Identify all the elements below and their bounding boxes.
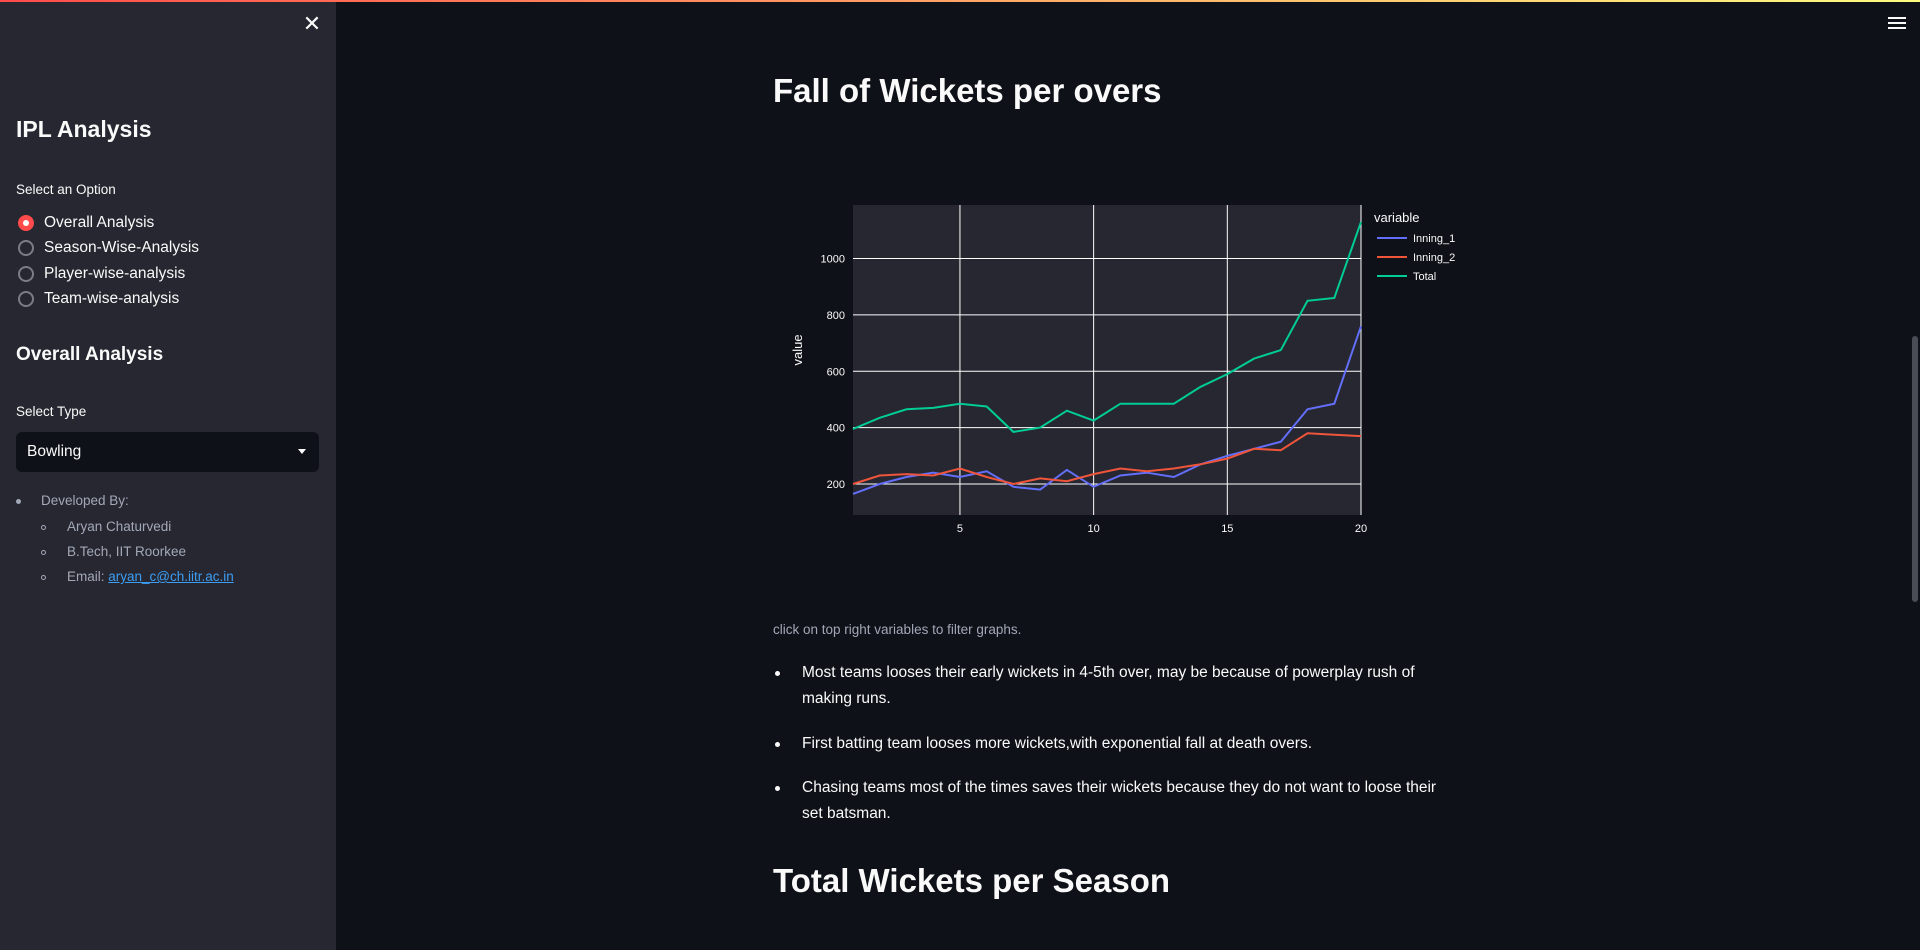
radio-unselected-icon: [18, 240, 34, 256]
email-prefix: Email:: [67, 569, 109, 584]
radio-season-wise-analysis[interactable]: Season-Wise-Analysis: [18, 237, 199, 259]
developer-name: Aryan Chaturvedi: [67, 519, 172, 534]
type-label: Select Type: [16, 404, 87, 419]
radio-label: Season-Wise-Analysis: [44, 239, 200, 256]
radio-label: Overall Analysis: [44, 214, 155, 231]
insight-bullet: Most teams looses their early wickets in…: [775, 660, 1452, 712]
legend-entry: Inning_2: [1413, 252, 1455, 264]
bullet-icon: [16, 499, 21, 504]
chart-caption: click on top right variables to filter g…: [773, 622, 1022, 637]
bullet-icon: [41, 525, 46, 530]
x-tick-label: 20: [1355, 523, 1367, 535]
x-tick-label: 15: [1221, 523, 1233, 535]
legend-title: variable: [1374, 210, 1420, 225]
app-top-decoration: [0, 0, 1920, 2]
bullet-icon: [41, 575, 46, 580]
radio-player-wise-analysis[interactable]: Player-wise-analysis: [18, 263, 185, 285]
radio-selected-icon: [18, 215, 34, 231]
type-select[interactable]: Bowling: [16, 432, 319, 472]
y-tick-label: 600: [827, 366, 845, 378]
series-line-total: [852, 221, 1362, 433]
scrollbar[interactable]: [1912, 336, 1918, 602]
developer-degree: B.Tech, IIT Roorkee: [67, 544, 187, 559]
option-label: Select an Option: [16, 182, 116, 197]
chevron-down-icon: [298, 449, 306, 454]
x-tick-label: 10: [1088, 523, 1100, 535]
radio-overall-analysis[interactable]: Overall Analysis: [18, 212, 154, 234]
x-tick-label: 5: [957, 523, 963, 535]
insight-bullet: Chasing teams most of the times saves th…: [775, 775, 1452, 827]
sidebar-section-title: Overall Analysis: [16, 344, 164, 365]
line-chart[interactable]: 5 10 15 20 200 400 600 800 1000 over value variable…: [760, 190, 1480, 550]
heading-fall-of-wickets: Fall of Wickets per overs: [773, 72, 1162, 109]
y-tick-label: 800: [827, 310, 845, 322]
heading-total-wickets-per-season: Total Wickets per Season: [773, 862, 1171, 899]
radio-label: Team-wise-analysis: [44, 290, 180, 307]
close-icon[interactable]: ✕: [302, 11, 322, 36]
plot-background: [853, 205, 1361, 515]
radio-unselected-icon: [18, 291, 34, 307]
series-line-inning_2: [852, 432, 1362, 486]
sidebar-title: IPL Analysis: [16, 116, 152, 142]
sidebar: ✕ IPL Analysis Select an Option Overall …: [0, 0, 336, 950]
hamburger-menu-icon[interactable]: [1886, 14, 1908, 32]
developer-email-row: Email: aryan_c@ch.iitr.ac.in: [67, 569, 234, 584]
y-tick-label: 400: [827, 423, 845, 435]
type-select-value: Bowling: [27, 443, 82, 460]
x-axis-label: over: [1094, 545, 1120, 550]
y-tick-label: 1000: [821, 254, 845, 266]
legend-entry: Total: [1413, 271, 1436, 283]
radio-label: Player-wise-analysis: [44, 265, 186, 282]
radio-team-wise-analysis[interactable]: Team-wise-analysis: [18, 288, 179, 310]
radio-unselected-icon: [18, 266, 34, 282]
bullet-icon: [41, 550, 46, 555]
developed-by-label: Developed By:: [41, 493, 129, 508]
y-tick-label: 200: [827, 479, 845, 491]
y-axis-label: value: [790, 334, 805, 365]
email-link[interactable]: aryan_c@ch.iitr.ac.in: [108, 569, 234, 584]
insight-bullet: First batting team looses more wickets,w…: [775, 731, 1452, 757]
legend-entry: Inning_1: [1413, 233, 1455, 245]
